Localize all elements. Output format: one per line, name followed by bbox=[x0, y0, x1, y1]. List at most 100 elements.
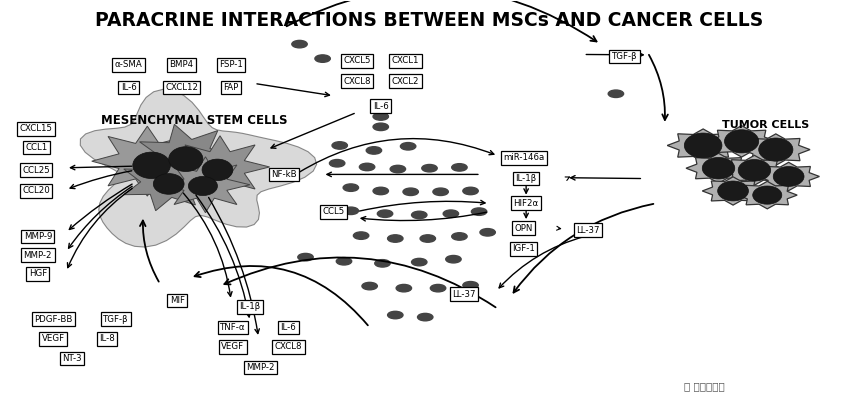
Text: CXCL8: CXCL8 bbox=[343, 77, 370, 86]
Circle shape bbox=[403, 188, 418, 195]
Ellipse shape bbox=[153, 173, 184, 194]
FancyArrowPatch shape bbox=[327, 172, 478, 177]
Text: LL-37: LL-37 bbox=[576, 226, 600, 235]
Circle shape bbox=[373, 187, 388, 195]
Text: CCL1: CCL1 bbox=[25, 143, 47, 152]
FancyArrowPatch shape bbox=[209, 198, 259, 334]
FancyArrowPatch shape bbox=[499, 236, 585, 288]
FancyArrowPatch shape bbox=[649, 55, 667, 120]
Ellipse shape bbox=[133, 152, 170, 178]
FancyArrowPatch shape bbox=[271, 113, 354, 148]
Text: HGF: HGF bbox=[28, 269, 47, 278]
FancyArrowPatch shape bbox=[557, 226, 561, 230]
FancyArrowPatch shape bbox=[70, 184, 132, 229]
FancyArrowPatch shape bbox=[524, 186, 528, 193]
FancyArrowPatch shape bbox=[70, 171, 131, 188]
Ellipse shape bbox=[717, 181, 748, 201]
Circle shape bbox=[433, 188, 448, 195]
Circle shape bbox=[390, 165, 405, 173]
Text: IL-8: IL-8 bbox=[100, 334, 115, 343]
FancyArrowPatch shape bbox=[524, 211, 528, 217]
Text: TGF-β: TGF-β bbox=[103, 315, 129, 324]
Text: α-SMA: α-SMA bbox=[114, 60, 143, 69]
Text: IL-6: IL-6 bbox=[120, 83, 137, 92]
Circle shape bbox=[366, 146, 381, 154]
Circle shape bbox=[330, 159, 344, 167]
Text: CXCL5: CXCL5 bbox=[343, 56, 370, 65]
Ellipse shape bbox=[724, 130, 758, 153]
Text: TNF-α: TNF-α bbox=[220, 323, 246, 332]
Text: IL-6: IL-6 bbox=[373, 102, 388, 111]
Text: VEGF: VEGF bbox=[222, 342, 245, 352]
FancyArrowPatch shape bbox=[195, 266, 368, 325]
FancyArrowPatch shape bbox=[183, 193, 232, 296]
Text: NF-kB: NF-kB bbox=[271, 170, 297, 179]
FancyArrowPatch shape bbox=[196, 195, 251, 317]
Text: VEGF: VEGF bbox=[42, 334, 64, 343]
Polygon shape bbox=[667, 129, 739, 162]
Circle shape bbox=[472, 208, 487, 215]
FancyArrowPatch shape bbox=[257, 84, 330, 97]
Circle shape bbox=[343, 207, 358, 215]
Text: HIF2α: HIF2α bbox=[514, 199, 539, 208]
Circle shape bbox=[353, 232, 369, 239]
Text: FSP-1: FSP-1 bbox=[219, 60, 243, 69]
FancyArrowPatch shape bbox=[565, 177, 570, 181]
Ellipse shape bbox=[685, 133, 722, 158]
Text: IL-6: IL-6 bbox=[281, 323, 296, 332]
Text: PDGF-BB: PDGF-BB bbox=[34, 315, 72, 324]
Circle shape bbox=[387, 235, 403, 242]
Circle shape bbox=[373, 123, 388, 131]
Text: CCL20: CCL20 bbox=[22, 186, 50, 195]
Text: FAP: FAP bbox=[223, 83, 239, 92]
Circle shape bbox=[396, 284, 411, 292]
FancyArrowPatch shape bbox=[360, 200, 485, 211]
Circle shape bbox=[411, 211, 427, 219]
Circle shape bbox=[292, 40, 308, 48]
Circle shape bbox=[417, 313, 433, 321]
Circle shape bbox=[400, 143, 416, 150]
Polygon shape bbox=[124, 153, 213, 211]
Text: MIF: MIF bbox=[170, 296, 185, 305]
Text: CCL25: CCL25 bbox=[22, 166, 50, 175]
Polygon shape bbox=[686, 153, 751, 183]
Ellipse shape bbox=[188, 176, 217, 195]
Circle shape bbox=[298, 254, 314, 261]
Text: MMP-9: MMP-9 bbox=[24, 232, 52, 241]
Text: PARACRINE INTERACTIONS BETWEEN MSCs AND CANCER CELLS: PARACRINE INTERACTIONS BETWEEN MSCs AND … bbox=[95, 11, 764, 30]
Ellipse shape bbox=[168, 146, 203, 171]
Ellipse shape bbox=[703, 157, 734, 179]
Text: 🐾 神奇干细胞: 🐾 神奇干细胞 bbox=[685, 381, 725, 392]
Text: CXCL12: CXCL12 bbox=[165, 83, 198, 92]
Polygon shape bbox=[92, 126, 203, 196]
Circle shape bbox=[608, 90, 624, 98]
Text: CXCL8: CXCL8 bbox=[275, 342, 302, 352]
Text: CXCL1: CXCL1 bbox=[392, 56, 419, 65]
Text: MMP-2: MMP-2 bbox=[246, 363, 274, 372]
Polygon shape bbox=[80, 89, 317, 247]
Polygon shape bbox=[139, 124, 237, 187]
Text: IL-1β: IL-1β bbox=[515, 174, 537, 183]
Text: miR-146a: miR-146a bbox=[503, 154, 545, 162]
Circle shape bbox=[463, 281, 478, 289]
Text: CXCL15: CXCL15 bbox=[20, 124, 52, 133]
Ellipse shape bbox=[202, 159, 233, 181]
Polygon shape bbox=[741, 134, 810, 165]
Circle shape bbox=[430, 284, 446, 292]
Ellipse shape bbox=[752, 186, 782, 204]
Text: CCL5: CCL5 bbox=[323, 207, 344, 216]
Circle shape bbox=[343, 184, 358, 191]
Text: IGF-1: IGF-1 bbox=[512, 244, 535, 254]
Text: TUMOR CELLS: TUMOR CELLS bbox=[722, 120, 809, 130]
Circle shape bbox=[332, 142, 347, 149]
Circle shape bbox=[422, 164, 437, 172]
FancyArrowPatch shape bbox=[299, 139, 494, 172]
FancyArrowPatch shape bbox=[570, 176, 641, 180]
Polygon shape bbox=[161, 157, 250, 213]
Circle shape bbox=[452, 233, 467, 240]
Polygon shape bbox=[722, 155, 787, 185]
Circle shape bbox=[480, 229, 496, 236]
Circle shape bbox=[315, 55, 331, 62]
Circle shape bbox=[411, 259, 427, 266]
Text: OPN: OPN bbox=[515, 224, 533, 233]
